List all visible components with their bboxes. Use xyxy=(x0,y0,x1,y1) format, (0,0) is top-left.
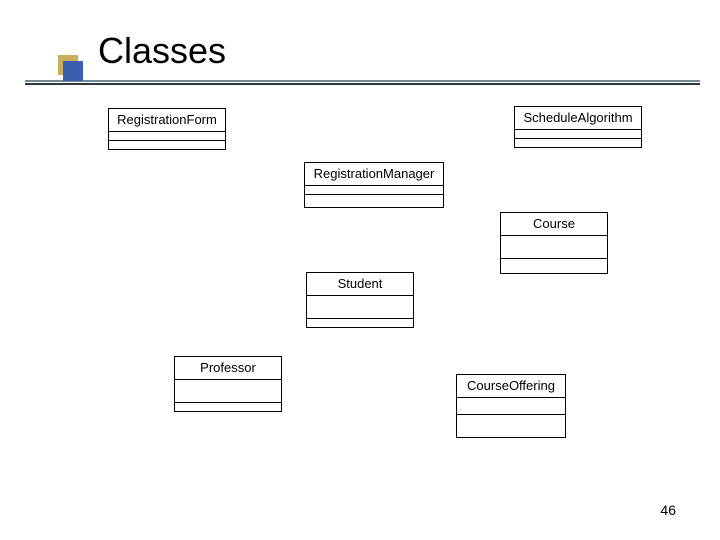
class-operations xyxy=(109,141,225,149)
class-name: RegistrationForm xyxy=(109,109,225,132)
class-operations xyxy=(305,195,443,207)
class-attributes xyxy=(307,296,413,319)
class-operations xyxy=(175,403,281,411)
class-professor: Professor xyxy=(174,356,282,412)
class-course-offering: CourseOffering xyxy=(456,374,566,438)
class-attributes xyxy=(457,398,565,415)
class-operations xyxy=(515,139,641,147)
class-name: Course xyxy=(501,213,607,236)
class-name: Professor xyxy=(175,357,281,380)
class-registration-manager: RegistrationManager xyxy=(304,162,444,208)
class-operations xyxy=(501,259,607,273)
class-operations xyxy=(457,415,565,437)
class-attributes xyxy=(501,236,607,259)
page-title: Classes xyxy=(98,30,226,72)
class-student: Student xyxy=(306,272,414,328)
class-attributes xyxy=(109,132,225,141)
class-attributes xyxy=(305,186,443,195)
bullet-square xyxy=(63,61,83,81)
class-name: Student xyxy=(307,273,413,296)
title-underline-bottom xyxy=(25,83,700,85)
class-attributes xyxy=(175,380,281,403)
class-operations xyxy=(307,319,413,327)
class-attributes xyxy=(515,130,641,139)
class-name: ScheduleAlgorithm xyxy=(515,107,641,130)
class-registration-form: RegistrationForm xyxy=(108,108,226,150)
class-course: Course xyxy=(500,212,608,274)
slide: Classes RegistrationForm ScheduleAlgorit… xyxy=(0,0,720,540)
class-schedule-algorithm: ScheduleAlgorithm xyxy=(514,106,642,148)
page-number: 46 xyxy=(660,502,676,518)
class-name: CourseOffering xyxy=(457,375,565,398)
class-name: RegistrationManager xyxy=(305,163,443,186)
title-underline-top xyxy=(25,80,700,82)
